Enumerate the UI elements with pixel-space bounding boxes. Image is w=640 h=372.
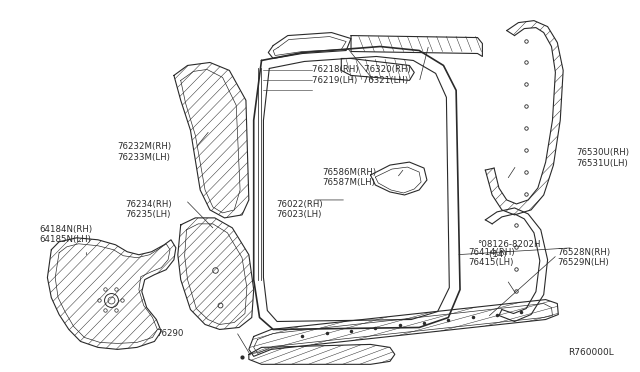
- Text: R760000L: R760000L: [568, 348, 614, 357]
- Text: 76528N(RH)
76529N(LH): 76528N(RH) 76529N(LH): [557, 248, 611, 267]
- Text: 76414(RH)
76415(LH): 76414(RH) 76415(LH): [468, 248, 515, 267]
- Text: °08126-8202H
    (14): °08126-8202H (14): [477, 240, 541, 259]
- Text: 76218(RH)  76320(RH)
76219(LH)  76321(LH): 76218(RH) 76320(RH) 76219(LH) 76321(LH): [312, 65, 411, 85]
- Text: 76290: 76290: [156, 330, 184, 339]
- Text: 76530U(RH)
76531U(LH): 76530U(RH) 76531U(LH): [577, 148, 630, 167]
- Text: 64184N(RH)
64185N(LH): 64184N(RH) 64185N(LH): [40, 225, 93, 244]
- Text: 76022(RH)
76023(LH): 76022(RH) 76023(LH): [276, 200, 323, 219]
- Text: 76586M(RH)
76587M(LH): 76586M(RH) 76587M(LH): [322, 168, 376, 187]
- Text: 76234(RH)
76235(LH): 76234(RH) 76235(LH): [125, 200, 172, 219]
- Text: 76232M(RH)
76233M(LH): 76232M(RH) 76233M(LH): [118, 142, 172, 161]
